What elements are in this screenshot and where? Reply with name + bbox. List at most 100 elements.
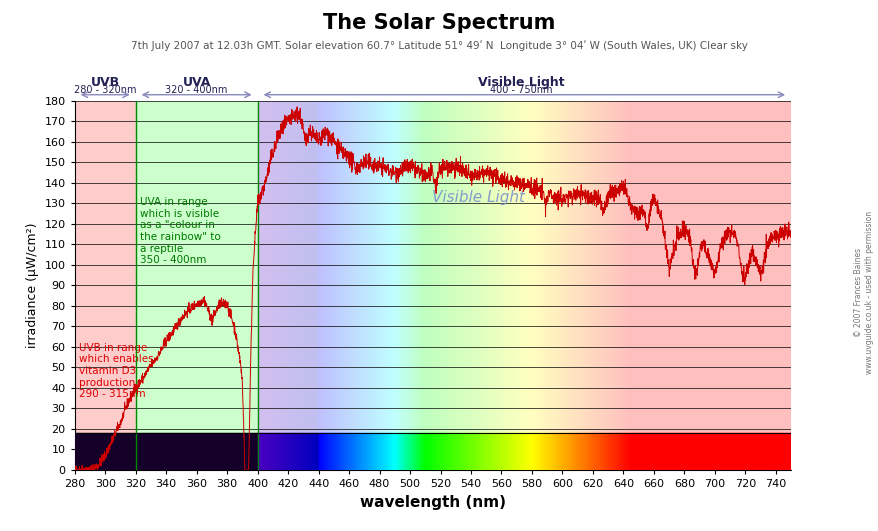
Bar <box>582 433 583 470</box>
Bar <box>631 433 632 470</box>
Bar <box>310 101 311 470</box>
Bar <box>606 433 607 470</box>
Bar <box>482 433 483 470</box>
Bar <box>568 101 569 470</box>
Bar <box>397 433 399 470</box>
Bar <box>352 101 354 470</box>
Bar <box>599 101 600 470</box>
Bar <box>276 101 277 470</box>
Bar <box>308 433 310 470</box>
Bar <box>757 433 759 470</box>
Bar <box>450 101 451 470</box>
Bar <box>532 433 533 470</box>
Bar <box>738 101 739 470</box>
Bar <box>720 101 721 470</box>
Bar <box>316 101 317 470</box>
Bar <box>321 433 322 470</box>
Bar <box>716 433 717 470</box>
Bar <box>389 101 390 470</box>
Bar <box>507 101 508 470</box>
Bar <box>414 101 415 470</box>
Bar <box>770 433 771 470</box>
Bar <box>489 101 490 470</box>
Bar <box>389 433 390 470</box>
Bar <box>716 101 717 470</box>
Bar <box>322 433 323 470</box>
Bar <box>481 101 482 470</box>
Bar <box>567 433 568 470</box>
Bar <box>567 101 568 470</box>
Bar <box>523 433 524 470</box>
Bar <box>379 101 380 470</box>
Bar <box>515 433 517 470</box>
Bar <box>565 433 566 470</box>
Bar <box>281 433 282 470</box>
Bar <box>687 101 688 470</box>
Bar <box>680 433 681 470</box>
Bar <box>640 433 641 470</box>
Bar <box>378 101 379 470</box>
Bar <box>500 101 501 470</box>
Bar <box>544 433 545 470</box>
Bar <box>357 101 358 470</box>
Bar <box>476 433 478 470</box>
Bar <box>602 433 603 470</box>
Bar <box>440 101 441 470</box>
Bar <box>614 433 615 470</box>
Bar <box>320 433 321 470</box>
Bar <box>287 433 288 470</box>
Bar <box>283 433 284 470</box>
Bar <box>532 101 533 470</box>
Bar <box>459 433 460 470</box>
Bar <box>571 101 572 470</box>
Bar <box>622 433 623 470</box>
Bar <box>570 433 572 470</box>
Bar <box>541 101 542 470</box>
Bar <box>511 101 512 470</box>
Bar <box>705 433 706 470</box>
Bar <box>388 101 389 470</box>
Bar <box>551 433 552 470</box>
Bar <box>387 101 388 470</box>
Bar <box>370 101 371 470</box>
Bar <box>382 433 384 470</box>
Bar <box>346 433 347 470</box>
Bar <box>713 433 715 470</box>
Bar <box>580 101 581 470</box>
Bar <box>639 101 640 470</box>
Bar <box>694 101 695 470</box>
Bar <box>483 433 484 470</box>
Bar <box>668 101 669 470</box>
Bar <box>537 433 538 470</box>
Bar <box>507 433 508 470</box>
Bar <box>667 433 668 470</box>
Bar <box>700 433 701 470</box>
Bar <box>736 101 737 470</box>
Bar <box>336 101 337 470</box>
Bar <box>416 433 418 470</box>
Bar <box>788 433 789 470</box>
Bar <box>632 433 633 470</box>
Bar <box>438 433 439 470</box>
Bar <box>554 101 556 470</box>
Bar <box>746 433 747 470</box>
Bar <box>493 101 494 470</box>
Bar <box>488 101 489 470</box>
Bar <box>453 433 454 470</box>
Bar <box>685 101 686 470</box>
Bar <box>397 101 398 470</box>
Bar <box>770 101 771 470</box>
Bar <box>349 433 350 470</box>
Bar <box>396 101 397 470</box>
Bar <box>414 433 415 470</box>
Bar <box>526 101 527 470</box>
Bar <box>394 433 395 470</box>
Bar <box>372 433 374 470</box>
Bar <box>544 101 545 470</box>
Bar <box>596 101 597 470</box>
Bar <box>297 101 298 470</box>
Bar <box>493 433 494 470</box>
Bar <box>702 433 703 470</box>
Bar <box>386 433 387 470</box>
Bar <box>442 433 443 470</box>
